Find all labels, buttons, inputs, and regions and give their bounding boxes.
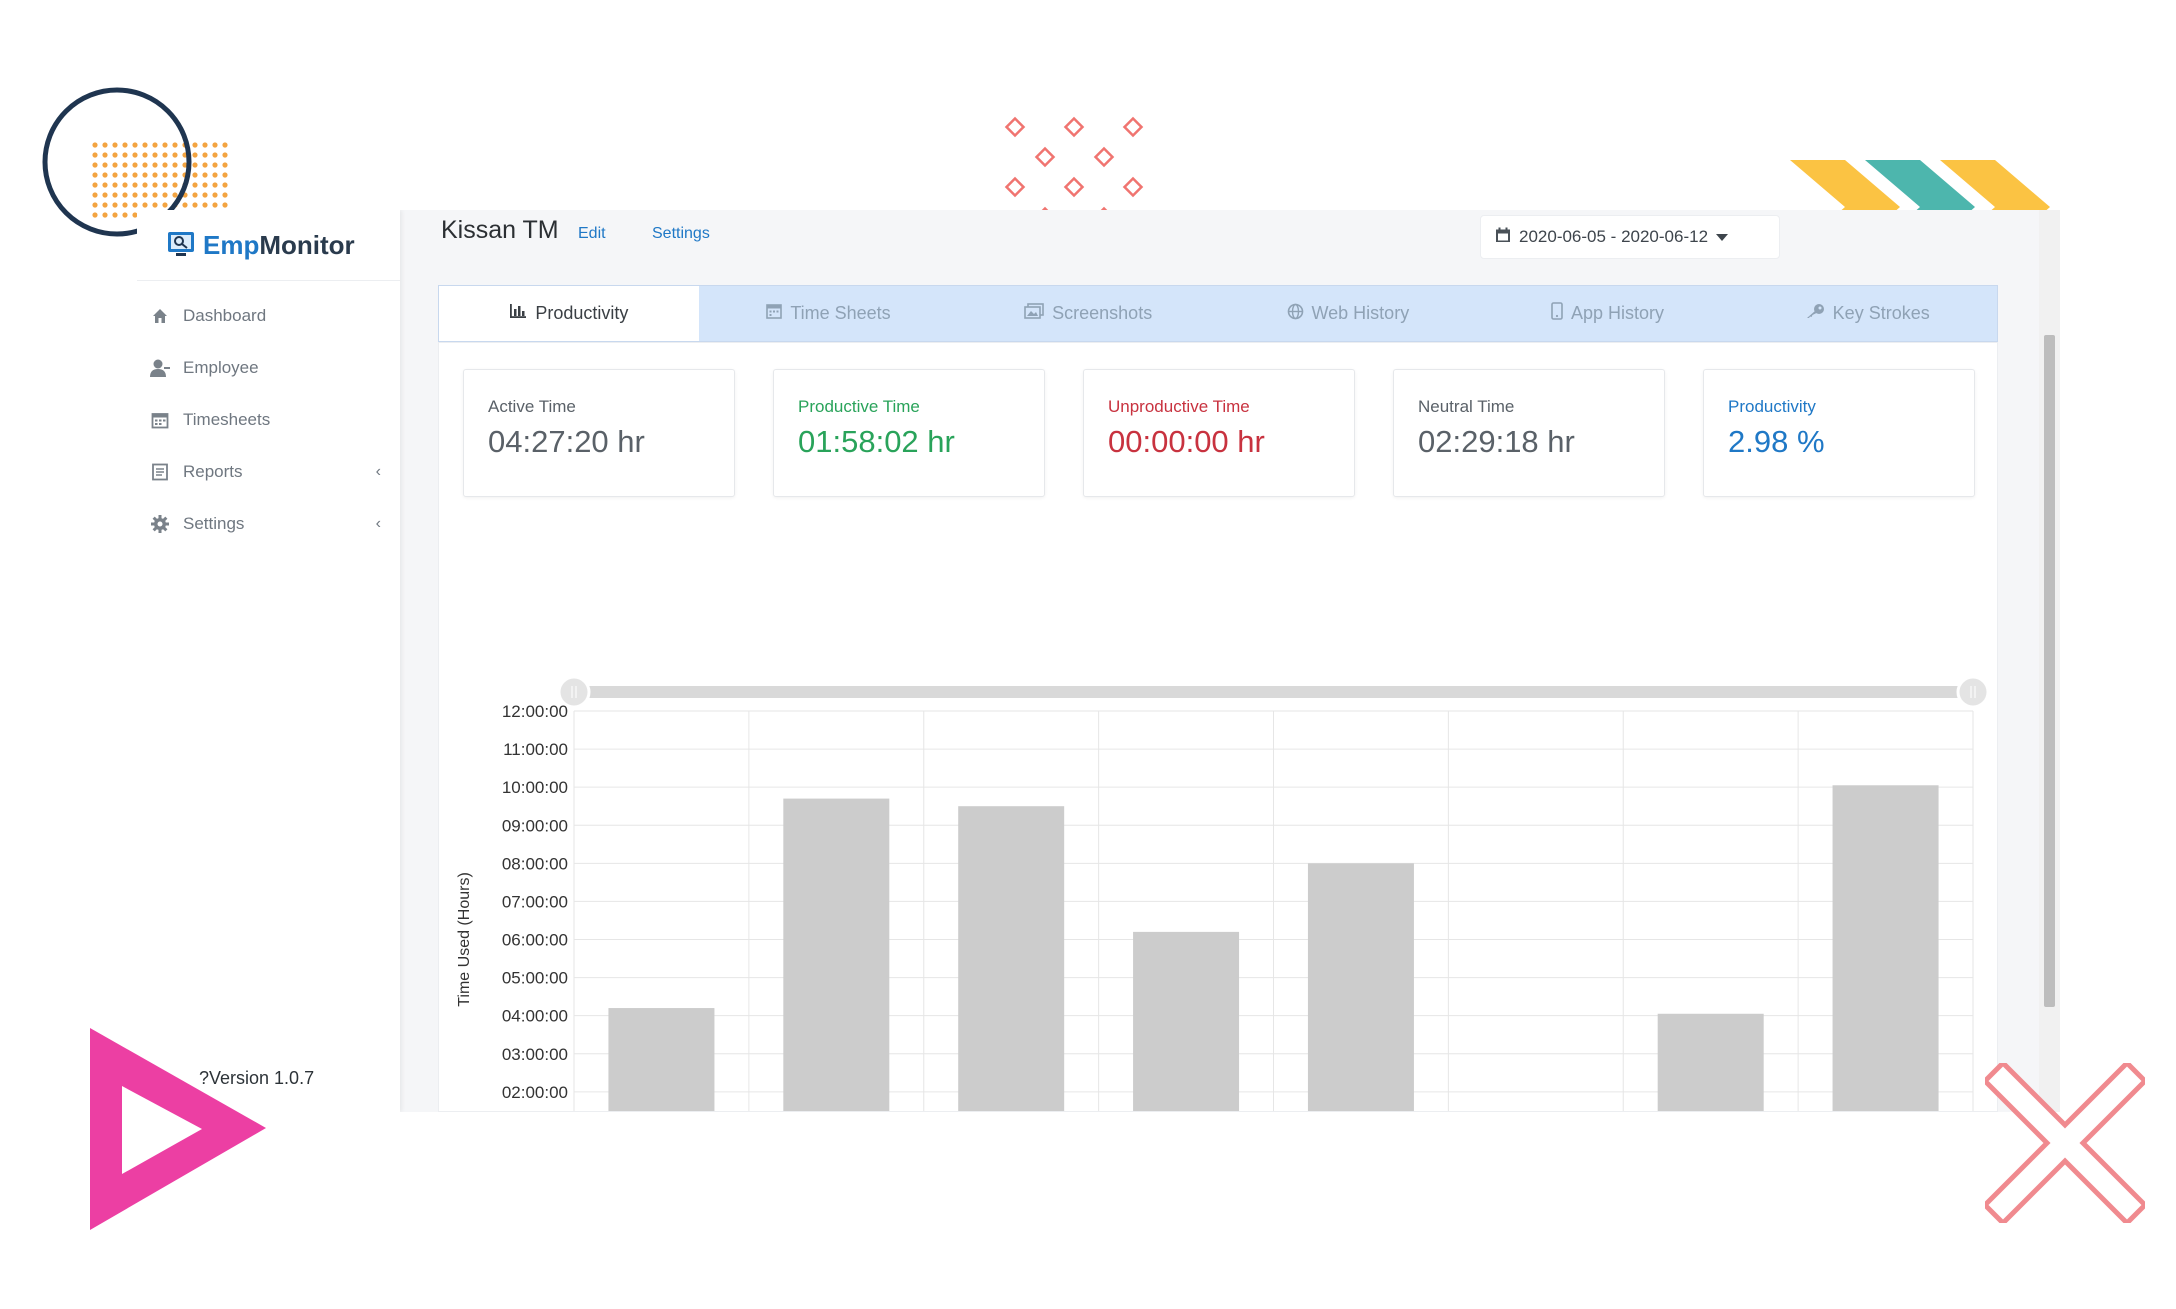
main-content: Kissan TM Edit Settings 2020-06-05 - 202…: [400, 210, 2060, 1112]
sidebar-item-settings[interactable]: Settings ‹: [149, 498, 389, 550]
scrollbar-thumb[interactable]: [2044, 335, 2055, 1007]
stat-value: 04:27:20 hr: [488, 424, 645, 459]
y-tick-label: 06:00:00: [502, 931, 568, 950]
bar-neutral[interactable]: [1832, 785, 1939, 1111]
y-tick-label: 09:00:00: [502, 816, 568, 835]
chevron-left-icon: ‹: [375, 463, 381, 480]
stat-value: 00:00:00 hr: [1108, 424, 1265, 459]
stat-label: Productive Time: [798, 397, 920, 416]
tab-web-history[interactable]: Web History: [1218, 286, 1478, 341]
home-icon: [149, 305, 171, 327]
y-axis-label: Time Used (Hours): [456, 872, 473, 1007]
mobile-icon: [1551, 302, 1563, 325]
calendar-icon: [766, 303, 783, 324]
stat-label: Unproductive Time: [1108, 397, 1250, 416]
stat-card-neutral-time: Neutral Time 02:29:18 hr: [1393, 369, 1665, 497]
chevron-left-icon: ‹: [375, 515, 381, 532]
bar-neutral[interactable]: [958, 806, 1065, 1111]
stat-card-active-time: Active Time 04:27:20 hr: [463, 369, 735, 497]
version-label: ?Version 1.0.7: [199, 1068, 315, 1088]
bar-neutral[interactable]: [783, 798, 890, 1111]
y-tick-label: 12:00:00: [502, 702, 568, 721]
report-icon: [149, 461, 171, 483]
employee-name: Kissan TM: [441, 216, 559, 244]
y-tick-label: 10:00:00: [502, 778, 568, 797]
stat-label: Active Time: [488, 397, 576, 416]
gear-icon: [149, 513, 171, 535]
range-slider[interactable]: [557, 675, 1990, 709]
sidebar-item-label: Employee: [183, 358, 259, 377]
images-icon: [1024, 303, 1044, 324]
bar-neutral[interactable]: [1307, 863, 1414, 1111]
sidebar-item-label: Settings: [183, 514, 245, 533]
sidebar-item-dashboard[interactable]: Dashboard: [149, 290, 389, 342]
date-range-value: 2020-06-05 - 2020-06-12: [1519, 227, 1709, 246]
brand-logo[interactable]: EmpMonitor: [167, 225, 355, 265]
sidebar-item-label: Dashboard: [183, 306, 267, 325]
date-range-picker[interactable]: 2020-06-05 - 2020-06-12: [1480, 215, 1780, 259]
tab-key-strokes[interactable]: Key Strokes: [1737, 286, 1997, 341]
calendar-icon: [149, 409, 171, 431]
key-icon: [1805, 303, 1825, 324]
tab-time-sheets[interactable]: Time Sheets: [699, 286, 959, 341]
stat-card-productive-time: Productive Time 01:58:02 hr: [773, 369, 1045, 497]
brand-name: EmpMonitor: [203, 229, 355, 260]
sidebar-nav: Dashboard Employee Timesheets Reports ‹: [149, 290, 389, 550]
tab-productivity[interactable]: Productivity: [439, 286, 699, 341]
bar-chart-icon: [509, 303, 527, 324]
stat-card-unproductive-time: Unproductive Time 00:00:00 hr: [1083, 369, 1355, 497]
sidebar: EmpMonitor Dashboard Employee Timesheet: [137, 210, 400, 1112]
stat-label: Neutral Time: [1418, 397, 1515, 416]
bar-neutral[interactable]: [1657, 1013, 1764, 1111]
sidebar-item-employee[interactable]: Employee: [149, 342, 389, 394]
bar-neutral[interactable]: [608, 1008, 715, 1111]
edit-link[interactable]: Edit: [578, 225, 606, 242]
stat-value: 2.98 %: [1728, 424, 1825, 459]
cross-decoration: [1985, 1063, 2145, 1223]
y-tick-label: 05:00:00: [502, 969, 568, 988]
vertical-scrollbar[interactable]: [2039, 210, 2060, 1112]
monitor-logo-icon: [168, 232, 194, 256]
globe-icon: [1287, 303, 1304, 325]
calendar-icon: [1495, 227, 1511, 248]
sidebar-item-timesheets[interactable]: Timesheets: [149, 394, 389, 446]
play-triangle-decoration: [90, 1028, 266, 1230]
tab-bar: Productivity Time Sheets Screenshots Web…: [438, 285, 1998, 342]
caret-down-icon: [1716, 227, 1729, 247]
settings-link[interactable]: Settings: [652, 225, 710, 242]
stat-label: Productivity: [1728, 397, 1816, 416]
productivity-bar-chart: 00:00:0001:00:0002:00:0003:00:0004:00:00…: [456, 675, 1990, 1111]
y-tick-label: 07:00:00: [502, 892, 568, 911]
stat-card-productivity: Productivity 2.98 %: [1703, 369, 1975, 497]
stat-value: 02:29:18 hr: [1418, 424, 1575, 459]
user-icon: [149, 357, 171, 379]
range-slider-left-handle[interactable]: [557, 675, 591, 709]
productivity-panel: Active Time 04:27:20 hr Productive Time …: [438, 342, 1998, 1112]
y-tick-label: 04:00:00: [502, 1007, 568, 1026]
tab-app-history[interactable]: App History: [1478, 286, 1738, 341]
stat-value: 01:58:02 hr: [798, 424, 955, 459]
y-tick-label: 03:00:00: [502, 1045, 568, 1064]
y-tick-label: 02:00:00: [502, 1083, 568, 1102]
sidebar-item-label: Timesheets: [183, 410, 271, 429]
y-tick-label: 08:00:00: [502, 854, 568, 873]
tab-screenshots[interactable]: Screenshots: [958, 286, 1218, 341]
y-tick-label: 11:00:00: [503, 740, 568, 759]
range-slider-right-handle[interactable]: [1956, 675, 1990, 709]
sidebar-item-reports[interactable]: Reports ‹: [149, 446, 389, 498]
bar-neutral[interactable]: [1133, 931, 1240, 1111]
sidebar-item-label: Reports: [183, 462, 243, 481]
